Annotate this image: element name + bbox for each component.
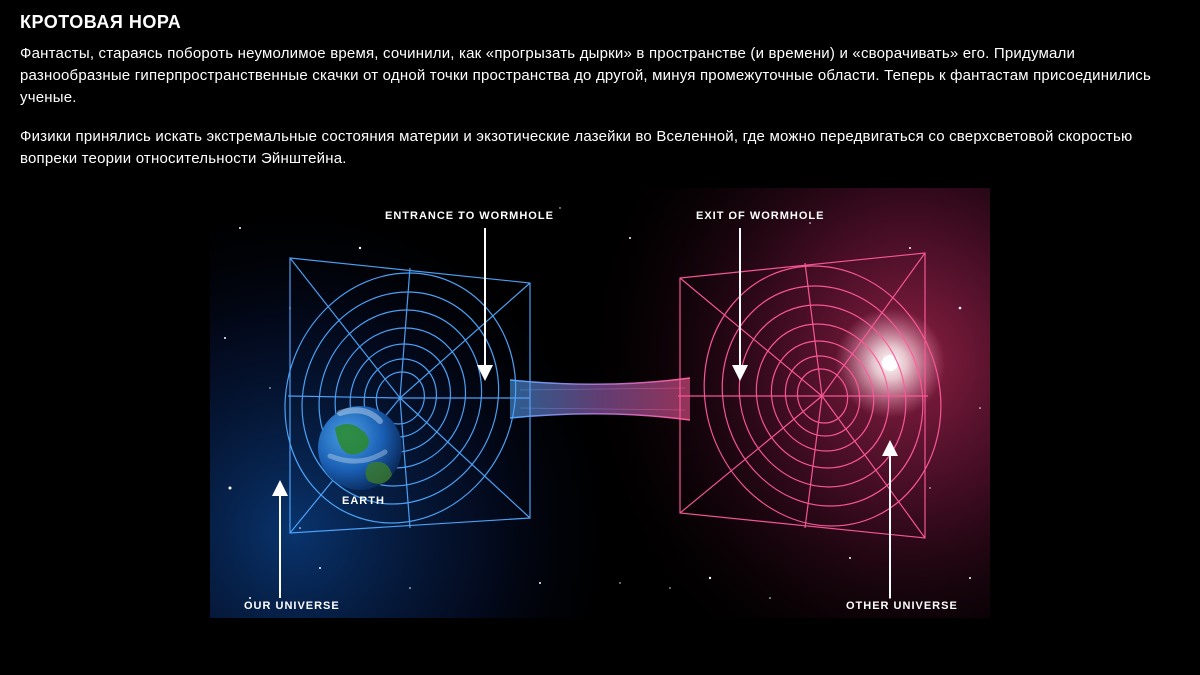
wormhole-throat	[510, 378, 690, 420]
wormhole-diagram: ENTRANCE TO WORMHOLE EXIT OF WORMHOLE EA…	[210, 188, 990, 618]
label-our-universe: OUR UNIVERSE	[244, 600, 340, 612]
label-other-universe: OTHER UNIVERSE	[846, 600, 958, 612]
paragraph-2: Физики принялись искать экстремальные со…	[20, 126, 1180, 170]
page-title: КРОТОВАЯ НОРА	[20, 12, 1180, 33]
label-entrance: ENTRANCE TO WORMHOLE	[385, 210, 554, 222]
earth-icon	[318, 406, 402, 490]
diagram-svg	[210, 188, 990, 618]
label-exit: EXIT OF WORMHOLE	[696, 210, 824, 222]
paragraph-1: Фантасты, стараясь побороть неумолимое в…	[20, 43, 1180, 108]
label-earth: EARTH	[342, 495, 385, 507]
